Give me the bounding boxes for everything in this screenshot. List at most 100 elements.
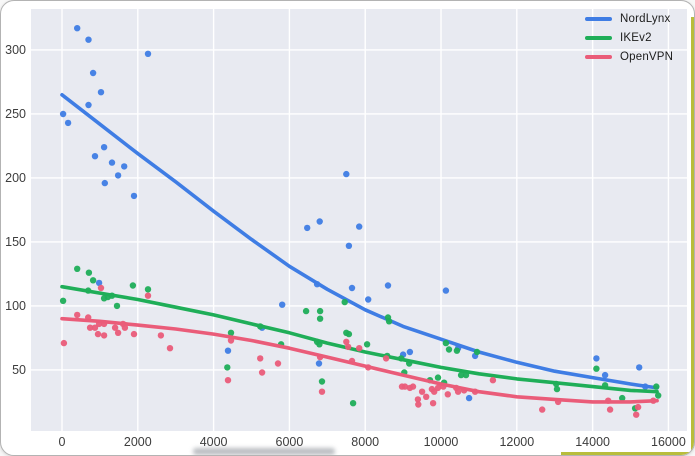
openvpn-data-point: [409, 383, 417, 390]
nordlynx-data-point: [85, 36, 92, 43]
ikev2-data-point: [457, 371, 465, 379]
openvpn-data-point: [414, 396, 422, 403]
ikev2-data-point: [345, 330, 353, 338]
ikev2-data-point: [59, 297, 67, 304]
nordlynx-data-point: [97, 89, 105, 96]
nordlynx-data-point: [224, 347, 232, 354]
ikev2-data-point: [473, 348, 481, 356]
legend-label: IKEv2: [620, 31, 652, 44]
openvpn-data-point: [130, 330, 138, 338]
ikev2-data-point: [453, 347, 461, 354]
y-tick-label: 250: [5, 107, 26, 121]
nordlynx-data-point: [593, 355, 600, 362]
ikev2-data-point: [129, 282, 137, 289]
nordlynx-data-point: [64, 119, 72, 127]
openvpn-data-point: [111, 324, 119, 331]
openvpn-data-point: [429, 400, 437, 407]
nordlynx-data-point: [144, 50, 152, 57]
nordlynx-data-point: [348, 284, 356, 292]
openvpn-data-point: [606, 406, 614, 413]
openvpn-data-point: [356, 345, 363, 352]
x-tick-label: 4000: [200, 435, 228, 449]
openvpn-data-point: [418, 388, 426, 395]
openvpn-data-point: [257, 355, 264, 362]
screenshot-edge-highlight-right: [691, 17, 694, 455]
x-tick-label: 6000: [276, 435, 304, 449]
nordlynx-data-point: [95, 279, 103, 287]
openvpn-data-point: [94, 330, 102, 338]
x-tick-label: 8000: [351, 435, 379, 449]
y-tick-label: 50: [12, 363, 26, 377]
ikev2-trend-line: [60, 284, 659, 394]
ikev2-data-point: [349, 400, 357, 407]
ikev2-data-point: [302, 307, 310, 315]
ikev2-data-point: [385, 318, 393, 325]
ikev2-data-point: [619, 394, 626, 402]
nordlynx-data-point: [130, 192, 138, 200]
ikev2-data-point: [593, 365, 600, 372]
nordlynx-data-point: [114, 172, 122, 179]
ikev2-line-swatch: [585, 35, 612, 40]
openvpn-data-point: [634, 403, 642, 411]
blurred-watermark: [193, 448, 335, 455]
x-tick-label: 14000: [575, 435, 610, 449]
nordlynx-data-point: [304, 224, 311, 232]
nordlynx-data-point: [316, 218, 323, 225]
openvpn-data-point: [144, 292, 152, 299]
nordlynx-data-point: [85, 101, 92, 109]
ikev2-data-point: [655, 392, 662, 399]
nordlynx-data-point: [442, 287, 450, 294]
ikev2-data-point: [442, 339, 450, 347]
x-tick-label: 0: [59, 435, 66, 449]
openvpn-data-point: [415, 401, 422, 408]
openvpn-data-point: [114, 329, 122, 336]
openvpn-data-point: [91, 324, 99, 331]
ikev2-data-point: [553, 385, 561, 393]
nordlynx-data-point: [100, 144, 108, 151]
nordlynx-data-point: [89, 69, 97, 77]
ikev2-data-point: [318, 378, 326, 385]
x-tick-label: 12000: [499, 435, 534, 449]
nordlynx-data-point: [108, 159, 116, 166]
openvpn-data-point: [343, 338, 350, 345]
nordlynx-data-point: [406, 348, 414, 356]
openvpn-data-point: [539, 406, 546, 413]
openvpn-data-point: [454, 388, 462, 395]
legend-label: NordLynx: [620, 12, 671, 25]
nordlynx-data-point: [121, 163, 128, 170]
openvpn-data-point: [274, 360, 282, 367]
nordlynx-data-point: [365, 296, 372, 303]
openvpn-data-point: [157, 332, 165, 339]
openvpn-trend-line: [60, 316, 659, 404]
openvpn-data-point: [489, 377, 497, 384]
ikev2-data-point: [227, 329, 235, 336]
plot-area: [31, 9, 687, 431]
ikev2-data-point: [144, 286, 152, 293]
openvpn-data-point: [345, 343, 352, 351]
ikev2-data-point: [316, 307, 324, 315]
ikev2-data-point: [316, 315, 324, 322]
openvpn-data-point: [166, 345, 174, 352]
ikev2-data-point: [445, 346, 453, 353]
screenshot-edge-highlight-bottom: [561, 452, 694, 455]
openvpn-data-point: [224, 377, 232, 384]
openvpn-data-point: [434, 384, 442, 392]
openvpn-data-point: [401, 383, 409, 390]
ikev2-data-point: [363, 341, 371, 348]
openvpn-data-point: [74, 311, 81, 319]
nordlynx-line-swatch: [585, 16, 612, 21]
ikev2-data-point: [113, 302, 121, 310]
openvpn-data-point: [60, 339, 68, 347]
ikev2-data-point: [341, 298, 348, 306]
y-tick-label: 300: [5, 43, 26, 57]
legend-item-openvpn: OpenVPN: [585, 49, 673, 64]
openvpn-data-point: [97, 284, 105, 292]
ikev2-data-point: [434, 374, 442, 381]
nordlynx-data-point: [601, 371, 609, 379]
y-tick-label: 100: [5, 299, 26, 313]
x-tick-label: 2000: [124, 435, 152, 449]
nordlynx-data-point: [345, 242, 353, 249]
openvpn-data-point: [100, 332, 108, 339]
